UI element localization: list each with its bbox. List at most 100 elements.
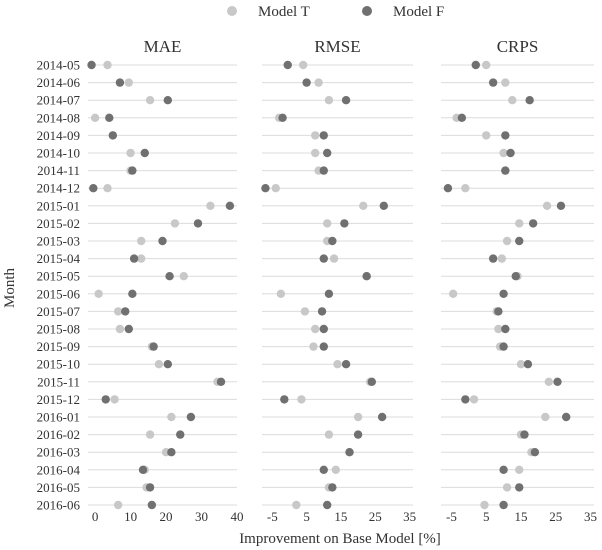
point-model-f: [128, 289, 137, 298]
point-model-f: [105, 113, 114, 123]
point-model-f: [528, 219, 538, 228]
x-axis-title: Improvement on Base Model [%]: [239, 531, 441, 547]
month-label: 2016-01: [37, 410, 80, 425]
point-model-t: [544, 377, 553, 386]
point-model-f: [506, 148, 515, 158]
point-model-f: [323, 148, 332, 158]
month-label: 2015-02: [37, 216, 80, 231]
legend-label: Model F: [393, 4, 444, 20]
point-model-t: [324, 430, 334, 439]
panel-title: CRPS: [497, 37, 539, 56]
point-model-f: [87, 60, 96, 70]
month-label: 2014-05: [37, 58, 80, 73]
point-model-f: [89, 184, 98, 193]
point-model-f: [530, 448, 540, 457]
point-model-t: [353, 412, 363, 422]
panels: MAE 0 10 20 30 40 RMSE -5 5 15 25 35 CRPS -5 5 15 25 35: [87, 37, 597, 524]
point-model-f: [523, 360, 533, 369]
point-model-f: [324, 289, 334, 298]
x-tick-label: 25: [369, 509, 382, 524]
point-model-t: [115, 324, 125, 334]
point-model-t: [276, 289, 286, 298]
point-model-f: [499, 465, 508, 474]
month-label: 2015-03: [37, 234, 80, 249]
point-model-f: [501, 324, 510, 334]
point-model-f: [319, 131, 328, 140]
point-model-t: [502, 236, 512, 246]
x-tick-label: 30: [195, 509, 208, 524]
point-model-f: [280, 395, 289, 404]
point-model-t: [480, 500, 489, 510]
panel-mae: MAE 0 10 20 30 40: [87, 37, 244, 524]
point-model-f: [216, 377, 226, 386]
point-model-t: [103, 184, 112, 193]
point-model-f: [176, 430, 185, 439]
month-label: 2015-08: [37, 322, 80, 337]
point-model-f: [319, 166, 328, 175]
x-tick-label: 25: [549, 509, 562, 524]
month-label: 2015-06: [37, 286, 81, 301]
legend-marker: [362, 6, 372, 16]
point-model-f: [147, 500, 157, 510]
point-model-f: [553, 377, 562, 386]
legend-marker: [227, 6, 237, 16]
point-model-t: [310, 131, 320, 140]
point-model-f: [319, 324, 328, 334]
point-model-f: [158, 236, 167, 246]
x-tick-label: -5: [267, 509, 278, 524]
x-tick-label: 10: [124, 509, 137, 524]
legend: Model T Model F: [227, 4, 444, 20]
point-model-f: [129, 254, 139, 263]
point-model-f: [520, 430, 529, 439]
point-model-f: [488, 254, 498, 263]
point-model-t: [309, 342, 318, 351]
month-label: 2015-07: [37, 304, 81, 319]
x-tick-label: 20: [160, 509, 173, 524]
point-model-t: [324, 96, 334, 105]
month-label: 2016-04: [37, 462, 81, 477]
point-model-f: [494, 307, 503, 316]
x-tick-label: 35: [403, 509, 416, 524]
month-label: 2014-07: [37, 93, 81, 108]
point-model-f: [328, 236, 337, 246]
point-model-t: [292, 500, 301, 510]
point-model-t: [113, 500, 123, 510]
point-model-f: [278, 113, 287, 123]
point-model-f: [115, 78, 125, 87]
month-labels: 2014-05 2014-06 2014-07 2014-08 2014-09 2014-…: [37, 58, 81, 513]
month-label: 2016-06: [37, 498, 81, 513]
month-label: 2015-10: [37, 357, 80, 372]
point-model-t: [179, 272, 188, 281]
point-model-f: [261, 184, 270, 193]
point-model-t: [448, 289, 458, 298]
point-model-f: [457, 113, 467, 123]
x-tick-label: 15: [334, 509, 347, 524]
point-model-t: [359, 201, 368, 210]
point-model-f: [225, 201, 235, 210]
month-label: 2015-09: [37, 339, 80, 354]
point-model-f: [561, 412, 571, 422]
point-model-f: [461, 395, 470, 404]
point-model-t: [297, 395, 306, 404]
point-model-t: [310, 324, 320, 334]
point-model-t: [461, 184, 470, 193]
point-model-f: [515, 483, 524, 492]
point-model-f: [149, 342, 158, 351]
point-model-t: [137, 254, 146, 263]
point-model-t: [497, 254, 507, 263]
point-model-t: [167, 412, 176, 422]
point-model-t: [298, 60, 308, 70]
panel-rmse: RMSE -5 5 15 25 35: [261, 37, 416, 524]
point-model-f: [193, 219, 203, 228]
point-model-f: [317, 307, 327, 316]
legend-label: Model T: [258, 4, 310, 20]
point-model-t: [323, 219, 332, 228]
point-model-t: [469, 395, 479, 404]
point-model-t: [103, 60, 112, 70]
point-model-t: [508, 96, 517, 105]
point-model-f: [501, 131, 510, 140]
point-model-f: [379, 201, 389, 210]
point-model-f: [163, 360, 173, 369]
point-model-t: [333, 360, 342, 369]
x-tick-label: -5: [446, 509, 457, 524]
